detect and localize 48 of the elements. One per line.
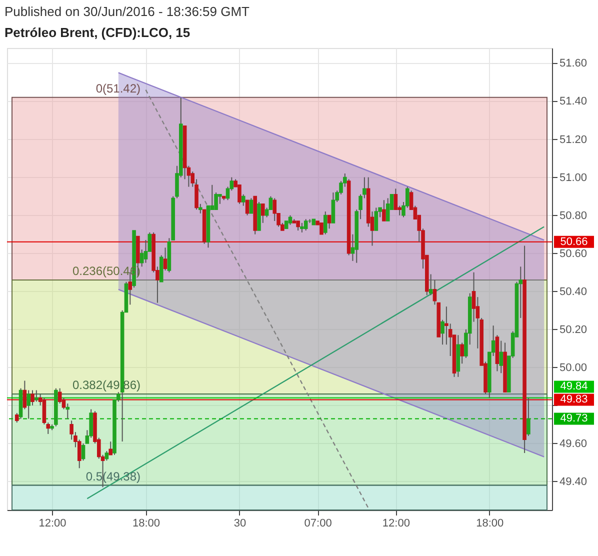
x-tick-label: 18:00 <box>476 518 504 530</box>
x-tick-label: 18:00 <box>132 518 160 530</box>
candlestick <box>526 397 530 436</box>
candlestick <box>34 390 38 402</box>
candlestick <box>272 198 277 222</box>
candlestick <box>382 200 386 222</box>
candlestick <box>140 249 144 268</box>
candlestick <box>26 390 30 420</box>
y-tick-label: 51.40 <box>560 96 588 108</box>
y-tick-label: 51.00 <box>560 172 588 184</box>
candlestick <box>296 220 300 232</box>
chart-title: Petróleo Brent, (CFD):LCO, 15 <box>4 25 190 40</box>
y-tick-label: 50.00 <box>560 362 588 374</box>
y-tick-label: 49.60 <box>560 438 588 450</box>
y-tick-label: 49.40 <box>560 476 588 488</box>
candlestick <box>386 198 390 222</box>
candlestick <box>374 207 378 232</box>
y-tick-label: 51.20 <box>560 134 588 146</box>
candlestick <box>331 192 336 224</box>
ref-line-label: 49.84 <box>560 380 588 393</box>
candlestick <box>323 211 328 235</box>
candlestick <box>460 342 464 364</box>
x-tick-label: 07:00 <box>304 518 332 530</box>
candlestick <box>163 247 168 271</box>
ref-line-label: 49.73 <box>560 412 588 425</box>
y-tick-label: 50.80 <box>560 210 588 222</box>
band-label: 0(51.42) <box>96 81 141 96</box>
candlestick <box>249 198 254 214</box>
y-tick-label: 51.60 <box>560 58 588 70</box>
candlestick <box>238 184 242 204</box>
y-tick-label: 50.60 <box>560 248 588 260</box>
y-tick-label: 50.20 <box>560 324 588 336</box>
candlestick <box>327 214 332 230</box>
candlestick <box>304 218 308 232</box>
candlestick <box>30 390 34 406</box>
candlestick <box>428 274 433 296</box>
x-tick-label: 30 <box>234 518 246 530</box>
y-tick-label: 50.40 <box>560 286 588 298</box>
candlestick <box>320 222 324 235</box>
candlestick <box>241 194 246 206</box>
x-tick-label: 12:00 <box>382 518 410 530</box>
x-tick-label: 12:00 <box>38 518 66 530</box>
candlestick <box>288 214 292 226</box>
ref-line-label: 50.66 <box>560 236 588 248</box>
text: Published on 30/Jun/2016 - 18:36:59 GMT <box>4 4 250 19</box>
candlestick <box>261 203 265 224</box>
ref-line-label: 49.83 <box>560 394 588 406</box>
candlestick <box>300 222 304 233</box>
